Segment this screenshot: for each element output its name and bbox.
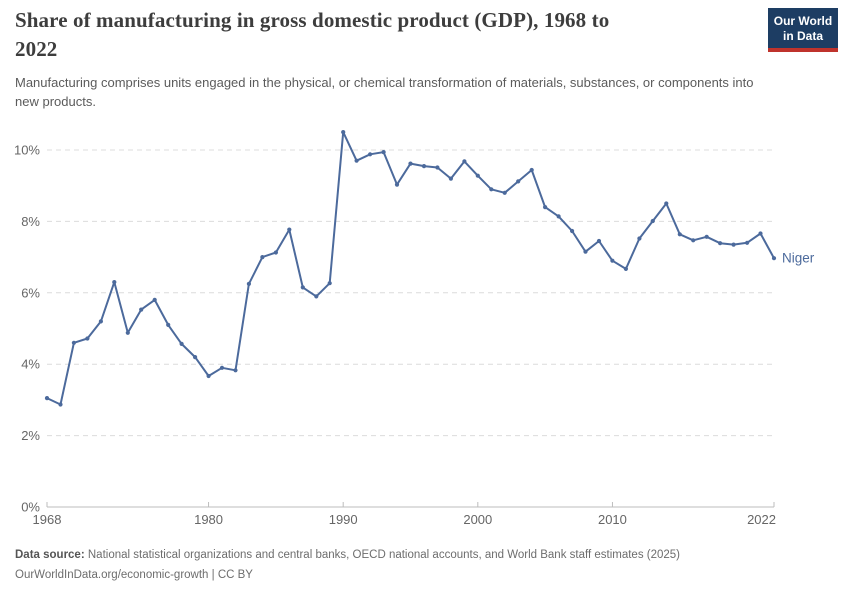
data-point[interactable] <box>650 218 655 224</box>
x-axis-tick-label: 1980 <box>194 512 223 527</box>
data-source-label: Data source: <box>15 549 85 561</box>
owid-logo-line1: Our World <box>773 14 833 28</box>
data-point[interactable] <box>193 355 198 360</box>
data-point[interactable] <box>691 238 696 243</box>
data-point[interactable] <box>475 173 480 178</box>
y-axis-tick-label: 4% <box>21 357 40 372</box>
data-point[interactable] <box>341 130 346 135</box>
y-axis-tick-label: 0% <box>21 500 40 515</box>
data-point[interactable] <box>327 281 332 286</box>
y-axis-tick-label: 6% <box>21 285 40 300</box>
data-point[interactable] <box>529 167 534 173</box>
data-point[interactable] <box>246 281 251 286</box>
x-axis-tick-label: 2022 <box>747 512 776 527</box>
data-point[interactable] <box>677 232 682 237</box>
data-point[interactable] <box>314 294 319 299</box>
data-point[interactable] <box>745 240 750 245</box>
data-point[interactable] <box>435 165 440 170</box>
data-point[interactable] <box>421 164 427 169</box>
data-point[interactable] <box>394 182 400 187</box>
data-point[interactable] <box>44 396 50 401</box>
chart-header: Share of manufacturing in gross domestic… <box>15 6 757 111</box>
x-axis-tick-label: 2000 <box>463 512 492 527</box>
data-point[interactable] <box>408 161 413 166</box>
data-line-niger[interactable] <box>46 131 775 406</box>
x-axis-tick-label: 1990 <box>329 512 358 527</box>
x-axis-tick-label: 1968 <box>33 512 62 527</box>
data-point[interactable] <box>623 266 629 271</box>
data-point[interactable] <box>260 255 265 260</box>
owid-logo[interactable]: Our World in Data <box>768 8 838 52</box>
data-point[interactable] <box>273 250 278 255</box>
data-point[interactable] <box>368 152 373 157</box>
data-point[interactable] <box>152 297 157 302</box>
data-point[interactable] <box>98 319 103 324</box>
line-chart[interactable]: 0% 2% 4% 6% 8% 10% 1968 1980 1990 2000 2010 2022 Nig… <box>0 0 850 540</box>
data-point[interactable] <box>543 205 548 210</box>
data-point[interactable] <box>166 322 171 327</box>
data-point[interactable] <box>664 201 669 206</box>
data-point[interactable] <box>637 236 642 241</box>
data-point[interactable] <box>112 280 117 285</box>
y-axis-tick-label: 2% <box>21 428 40 443</box>
data-point[interactable] <box>758 231 763 236</box>
data-point[interactable] <box>381 150 386 155</box>
data-point[interactable] <box>85 336 90 341</box>
data-point[interactable] <box>219 365 225 370</box>
data-point[interactable] <box>516 179 521 184</box>
chart-footer: Data source: National statistical organi… <box>15 545 680 585</box>
data-point[interactable] <box>718 241 723 246</box>
y-axis-tick-label: 10% <box>14 143 40 158</box>
data-source-line: Data source: National statistical organi… <box>15 545 680 565</box>
data-point[interactable] <box>570 228 575 234</box>
page-title: Share of manufacturing in gross domestic… <box>15 8 610 61</box>
data-point[interactable] <box>448 176 453 181</box>
data-point[interactable] <box>287 227 292 232</box>
x-axis-tick-label: 2010 <box>598 512 627 527</box>
data-point[interactable] <box>71 340 76 345</box>
page-subtitle: Manufacturing comprises units engaged in… <box>15 75 754 109</box>
data-point[interactable] <box>556 214 561 219</box>
data-point[interactable] <box>731 242 736 247</box>
data-point[interactable] <box>139 307 144 312</box>
data-point[interactable] <box>462 159 467 164</box>
data-point[interactable] <box>596 238 602 244</box>
y-axis-tick-label: 8% <box>21 214 40 229</box>
data-point[interactable] <box>583 249 588 254</box>
data-point[interactable] <box>771 256 777 261</box>
data-point[interactable] <box>502 190 507 195</box>
series-end-label: Niger <box>782 251 815 266</box>
data-point[interactable] <box>179 341 184 346</box>
data-point[interactable] <box>489 187 494 192</box>
data-point[interactable] <box>300 285 305 290</box>
data-source-text: National statistical organizations and c… <box>87 549 681 561</box>
data-point[interactable] <box>354 158 359 163</box>
data-point[interactable] <box>704 234 709 239</box>
data-point[interactable] <box>233 368 238 373</box>
data-point[interactable] <box>58 402 63 407</box>
license-link[interactable]: OurWorldInData.org/economic-growth | CC … <box>15 569 253 581</box>
owid-logo-line2: in Data <box>782 28 823 43</box>
data-point[interactable] <box>206 373 211 379</box>
data-point[interactable] <box>610 258 615 263</box>
data-point[interactable] <box>125 330 130 335</box>
